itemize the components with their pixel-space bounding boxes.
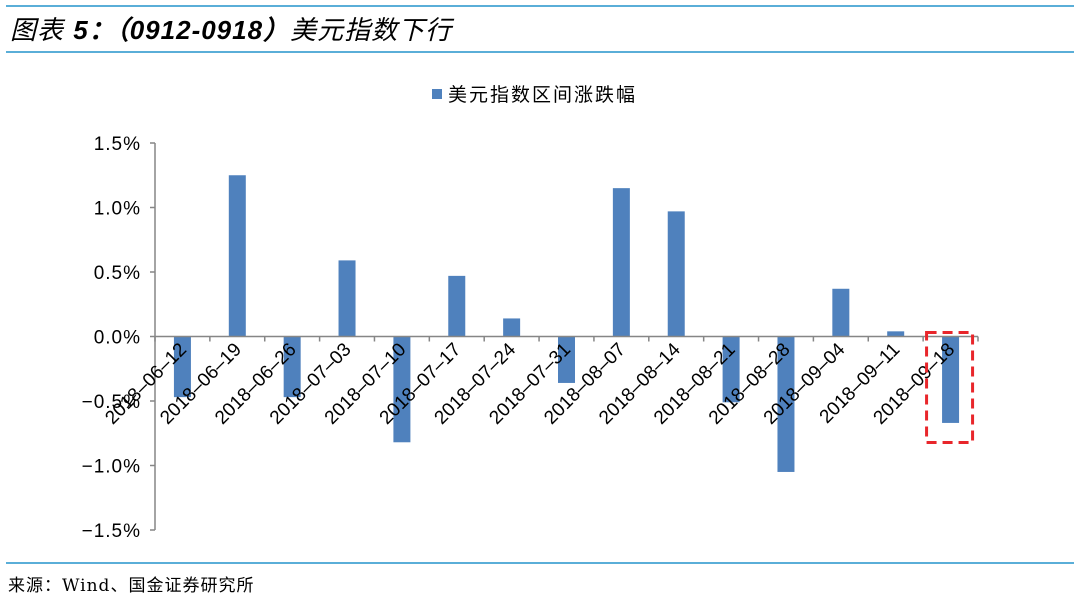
y-tick-label: 1.5%: [94, 134, 141, 155]
source-note: 来源：Wind、国金证券研究所: [8, 576, 255, 596]
bar-2018-07-31: [558, 336, 575, 383]
title-rule: [6, 51, 1074, 53]
title-number: 5：（0912-0918）: [73, 15, 291, 45]
title-prefix: 图表: [10, 16, 74, 46]
bar-2018-07-24: [503, 318, 521, 337]
figure-title: 图表 5：（0912-0918）美元指数下行: [10, 10, 452, 47]
bottom-rule: [6, 562, 1074, 564]
y-tick-label: −1.5%: [82, 521, 141, 542]
bar-2018-09-18: [942, 336, 960, 423]
bar-2018-09-11: [887, 331, 905, 337]
bar-2018-09-04: [832, 288, 850, 337]
legend-label: 美元指数区间涨跌幅: [448, 84, 638, 106]
legend-swatch: [432, 88, 442, 99]
y-tick-label: −0.5%: [82, 392, 141, 413]
bar-2018-06-19: [228, 175, 246, 337]
y-tick-label: −1.0%: [82, 457, 141, 478]
title-suffix: 美元指数下行: [290, 16, 453, 46]
bar-2018-08-14: [667, 211, 685, 337]
bar-2018-07-03: [338, 260, 356, 337]
bar-2018-08-21: [722, 336, 740, 403]
bar-2018-08-07: [612, 188, 630, 337]
y-tick-label: 1.0%: [94, 199, 141, 220]
y-tick-label: 0.5%: [94, 263, 141, 284]
bar-2018-07-17: [448, 275, 466, 337]
bar-2018-08-28: [777, 336, 795, 472]
top-rule: [6, 5, 1074, 7]
y-tick-label: 0.0%: [94, 328, 141, 349]
bar-2018-07-10: [393, 336, 411, 443]
bar-chart: 1.5%1.0%0.5%0.0%−0.5%−1.0%−1.5%2018–06–1…: [82, 134, 979, 542]
highlight-box: [925, 331, 975, 444]
chart-legend: 美元指数区间涨跌幅: [432, 80, 637, 107]
bar-2018-06-26: [283, 336, 301, 398]
bar-2018-06-12: [173, 336, 191, 398]
